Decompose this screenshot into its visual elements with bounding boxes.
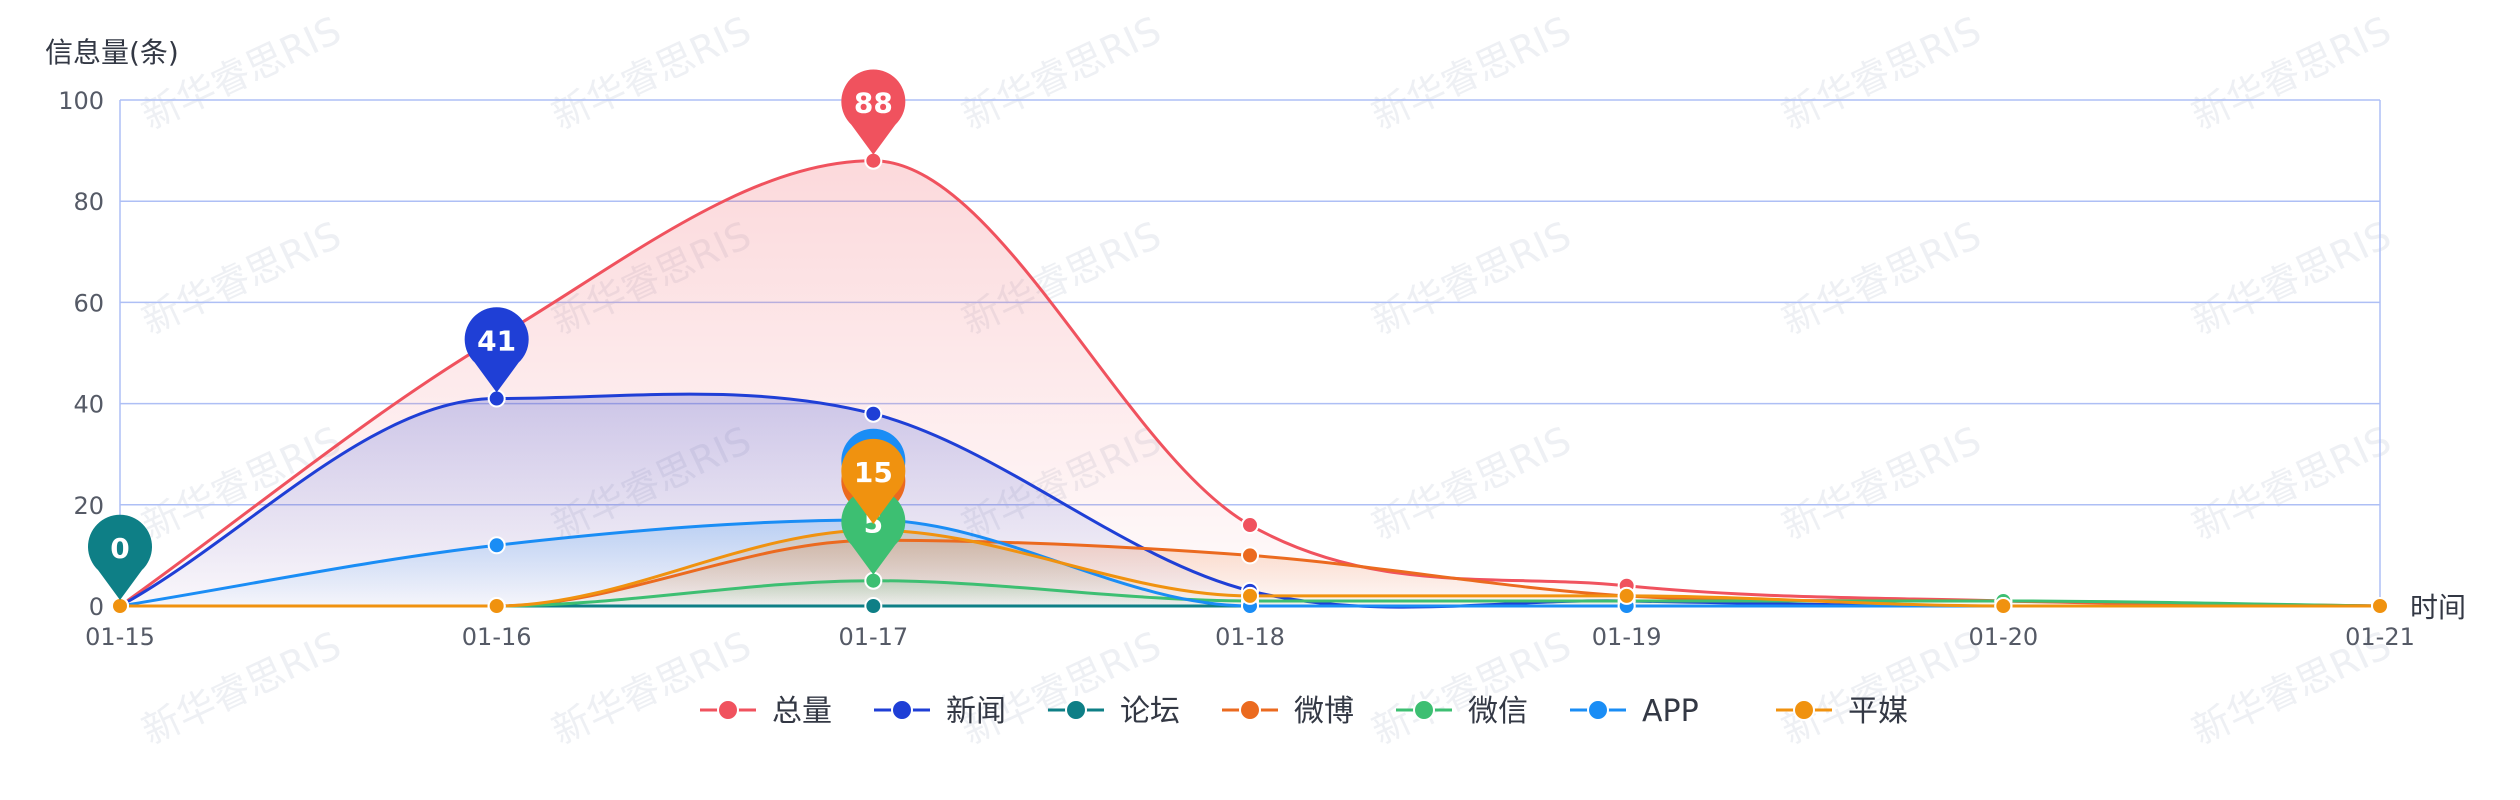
watermark-text: 新华睿思RIS [1775,213,1987,343]
value-pin: 0 [88,514,153,600]
legend-swatch-dot [1065,699,1087,721]
pin-shape [841,69,906,155]
legend-swatch-dot [1239,699,1261,721]
legend-item[interactable]: 总量 [700,694,832,729]
pin-label: 41 [477,325,516,358]
x-tick-label: 01-20 [1968,623,2038,651]
watermark-text: 新华睿思RIS [1775,418,1987,548]
pin-label: 15 [854,456,893,489]
data-point[interactable] [864,404,883,423]
legend-label: APP [1642,694,1699,729]
legend[interactable]: 总量 新闻 论坛 微博 微信 APP 平媒 [700,694,1908,729]
watermark-text: 新华睿思RIS [1775,8,1987,138]
legend-label: 微博 [1294,694,1354,729]
pin-shape [464,307,529,393]
series-area [120,530,2380,606]
pin-shape [841,489,906,575]
data-point[interactable] [487,389,506,408]
pin-label: 88 [854,87,893,120]
series-areas [120,160,2380,608]
data-point[interactable] [1617,586,1636,605]
data-point[interactable] [864,597,883,615]
x-tick-label: 01-15 [85,623,155,651]
data-point[interactable] [864,571,883,590]
y-tick-label: 80 [73,188,104,216]
watermark-text: 新华睿思RIS [545,623,757,753]
y-tick-label: 0 [89,593,104,621]
data-point[interactable] [1994,597,2013,615]
watermark-text: 新华睿思RIS [1365,213,1577,343]
legend-label: 论坛 [1120,694,1180,729]
pin-shape [841,438,906,525]
x-axis: 01-15 01-16 01-17 01-18 01-19 01-20 01-21 [85,623,2415,651]
value-pin: 88 [841,69,906,155]
y-axis-title: 信息量(条) [45,36,179,69]
y-tick-label: 60 [73,289,104,317]
watermark-text: 新华睿思RIS [2185,418,2397,548]
legend-swatch-dot [1793,699,1815,721]
watermark-text: 新华睿思RIS [1365,8,1577,138]
legend-item[interactable]: APP [1570,694,1699,729]
legend-item[interactable]: 微博 [1222,694,1354,729]
watermark-text: 新华睿思RIS [955,623,1167,753]
x-tick-label: 01-17 [838,623,908,651]
legend-swatch-dot [717,699,739,721]
data-point[interactable] [2371,597,2389,615]
watermark-text: 新华睿思RIS [2185,213,2397,343]
data-point[interactable] [1241,516,1259,535]
y-tick-label: 20 [73,492,104,520]
x-tick-label: 01-16 [462,623,532,651]
data-point[interactable] [1241,586,1259,605]
data-point[interactable] [487,536,506,555]
watermark-text: 新华睿思RIS [135,213,347,343]
legend-label: 新闻 [946,694,1006,729]
x-tick-label: 01-21 [2345,623,2415,651]
value-pin: 41 [464,307,529,393]
legend-label: 总量 [772,694,832,729]
watermark-text: 新华睿思RIS [1775,623,1987,753]
legend-item[interactable]: 论坛 [1048,694,1180,729]
watermark-text: 新华睿思RIS [135,623,347,753]
pin-label: 0 [110,532,129,565]
x-tick-label: 01-18 [1215,623,1285,651]
watermark-text: 新华睿思RIS [1365,418,1577,548]
legend-swatch-dot [891,699,913,721]
legend-item[interactable]: 平媒 [1776,694,1908,729]
y-tick-label: 40 [73,391,104,419]
x-tick-label: 01-19 [1592,623,1662,651]
value-pin: 15 [841,438,906,525]
legend-swatch-dot [1587,699,1609,721]
y-tick-label: 100 [58,87,104,115]
data-point[interactable] [111,597,129,615]
watermark-text: 新华睿思RIS [545,8,757,138]
legend-item[interactable]: 微信 [1396,694,1528,729]
legend-item[interactable]: 新闻 [874,694,1006,729]
data-point[interactable] [864,151,883,170]
legend-label: 微信 [1468,694,1528,729]
pin-shape [88,514,153,600]
watermark-text: 新华睿思RIS [135,8,347,138]
data-point[interactable] [487,597,506,615]
value-markers: 88410515 [88,69,906,600]
legend-swatch-dot [1413,699,1435,721]
watermark-text: 新华睿思RIS [1365,623,1577,753]
watermark-text: 新华睿思RIS [955,8,1167,138]
x-axis-title: 时间 [2410,591,2466,624]
watermark-text: 新华睿思RIS [2185,8,2397,138]
legend-label: 平媒 [1848,694,1908,729]
series-points [111,151,2389,615]
data-point[interactable] [1241,546,1259,565]
